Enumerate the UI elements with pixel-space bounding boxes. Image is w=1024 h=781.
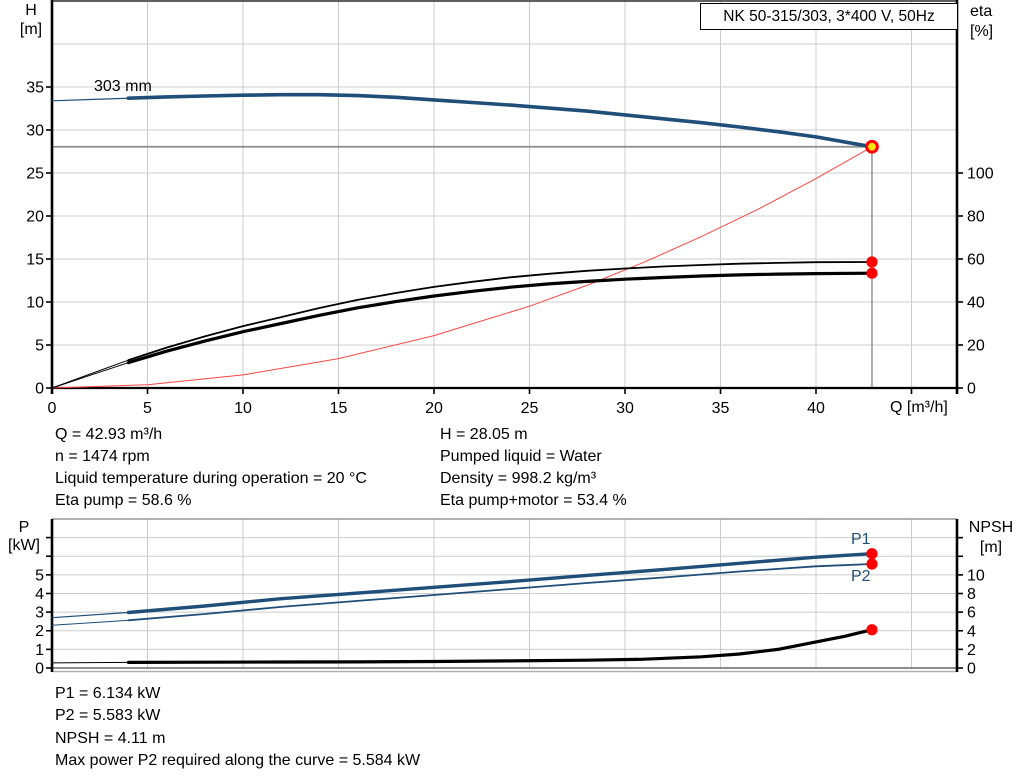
- p1-curve-end-marker: [866, 548, 878, 560]
- npsh-axis-label: NPSH: [968, 519, 1014, 536]
- info-line-max-power: Max power P2 required along the curve = …: [55, 752, 421, 770]
- eta-pump-curve-thick: [127, 261, 873, 361]
- x-tick-label: 35: [712, 400, 730, 417]
- p-axis-unit: [kW]: [8, 537, 40, 554]
- left-tick-label: 0: [35, 381, 44, 398]
- x-tick-label: 10: [234, 400, 252, 417]
- info-line-h: H = 28.05 m: [440, 426, 528, 443]
- left-tick-label: 1: [35, 642, 44, 659]
- x-tick-label: 25: [521, 400, 539, 417]
- npsh-curve-thick: [126, 628, 874, 664]
- right-tick-label: 20: [967, 338, 985, 355]
- info-line-liquid: Pumped liquid = Water: [440, 448, 602, 465]
- left-tick-label: 25: [26, 166, 44, 183]
- x-tick-label: 40: [807, 400, 825, 417]
- right-tick-label: 0: [967, 661, 976, 678]
- left-tick-label: 20: [26, 209, 44, 226]
- pump-curve-303mm-thick: [126, 92, 874, 149]
- info-line-npsh: NPSH = 4.11 m: [55, 729, 166, 747]
- info-line-p1: P1 = 6.134 kW: [55, 685, 161, 702]
- x-tick-label: 15: [330, 400, 348, 417]
- left-tick-label: 2: [35, 623, 44, 640]
- right-tick-label: 80: [967, 209, 985, 226]
- info-line-q: Q = 42.93 m³/h: [55, 426, 163, 443]
- pump-curve-303mm-thin: [51, 97, 129, 102]
- eta-pump-motor-curve-thin: [51, 362, 129, 389]
- system-curve: [51, 146, 873, 389]
- h-axis-unit: [m]: [19, 21, 43, 38]
- power-data-block: P1 = 6.134 kW P2 = 5.583 kW NPSH = 4.11 …: [55, 683, 420, 773]
- operating-data-left-column: Q = 42.93 m³/h n = 1474 rpm Liquid tempe…: [55, 424, 367, 512]
- right-tick-label: 100: [967, 166, 994, 183]
- left-tick-label: 10: [26, 295, 44, 312]
- x-tick-label: 0: [48, 400, 57, 417]
- npsh-curve-thin: [51, 661, 129, 664]
- operating-data-right-column: H = 28.05 m Pumped liquid = Water Densit…: [440, 424, 627, 512]
- eta-pump-curve-end-marker: [866, 256, 878, 268]
- p1-curve-thin: [51, 611, 129, 619]
- right-tick-label: 10: [967, 567, 985, 584]
- x-tick-label: 5: [143, 400, 152, 417]
- info-line-eta-pump: Eta pump = 58.6 %: [55, 492, 192, 509]
- p1-curve-label: P1: [851, 531, 871, 548]
- left-tick-label: 15: [26, 252, 44, 269]
- pump-title-box: NK 50-315/303, 3*400 V, 50Hz: [700, 3, 958, 30]
- left-tick-label: 30: [26, 123, 44, 140]
- info-line-speed: n = 1474 rpm: [55, 448, 150, 465]
- p-axis-label: P: [18, 519, 30, 536]
- p2-curve-thick: [127, 563, 873, 622]
- eta-pump-motor-curve-end-marker: [866, 267, 878, 279]
- x-tick-label: 20: [425, 400, 443, 417]
- right-tick-label: 6: [967, 605, 976, 622]
- duty-point-marker: [865, 139, 879, 154]
- x-tick-label: 30: [616, 400, 634, 417]
- eta-axis-unit: [%]: [970, 23, 994, 40]
- eta-pump-motor-curve-thick: [126, 271, 874, 365]
- info-line-temperature: Liquid temperature during operation = 20…: [55, 470, 367, 487]
- left-tick-label: 3: [35, 605, 44, 622]
- right-tick-label: 2: [967, 642, 976, 659]
- q-axis-label: Q [m³/h]: [890, 399, 948, 416]
- right-tick-label: 0: [967, 381, 976, 398]
- right-tick-label: 60: [967, 252, 985, 269]
- npsh-axis-unit: [m]: [979, 539, 1003, 556]
- info-line-density: Density = 998.2 kg/m³: [440, 470, 597, 487]
- right-tick-label: 4: [967, 623, 976, 640]
- h-axis-label: H: [25, 2, 37, 19]
- left-tick-label: 5: [35, 338, 44, 355]
- left-tick-label: 5: [35, 567, 44, 584]
- left-tick-label: 4: [35, 586, 44, 603]
- impeller-diameter-label: 303 mm: [94, 78, 152, 95]
- npsh-curve-end-marker: [866, 624, 878, 636]
- left-tick-label: 0: [35, 661, 44, 678]
- right-tick-label: 8: [967, 586, 976, 603]
- info-line-eta-pump-motor: Eta pump+motor = 53.4 %: [440, 492, 627, 509]
- p2-curve-label: P2: [851, 568, 871, 585]
- p1-curve-thick: [126, 552, 874, 615]
- info-line-p2: P2 = 5.583 kW: [55, 707, 161, 725]
- p2-curve-end-marker: [866, 558, 878, 570]
- left-tick-label: 35: [26, 80, 44, 97]
- eta-axis-label: eta: [970, 3, 993, 20]
- right-tick-label: 40: [967, 295, 985, 312]
- p2-curve-thin: [51, 619, 129, 626]
